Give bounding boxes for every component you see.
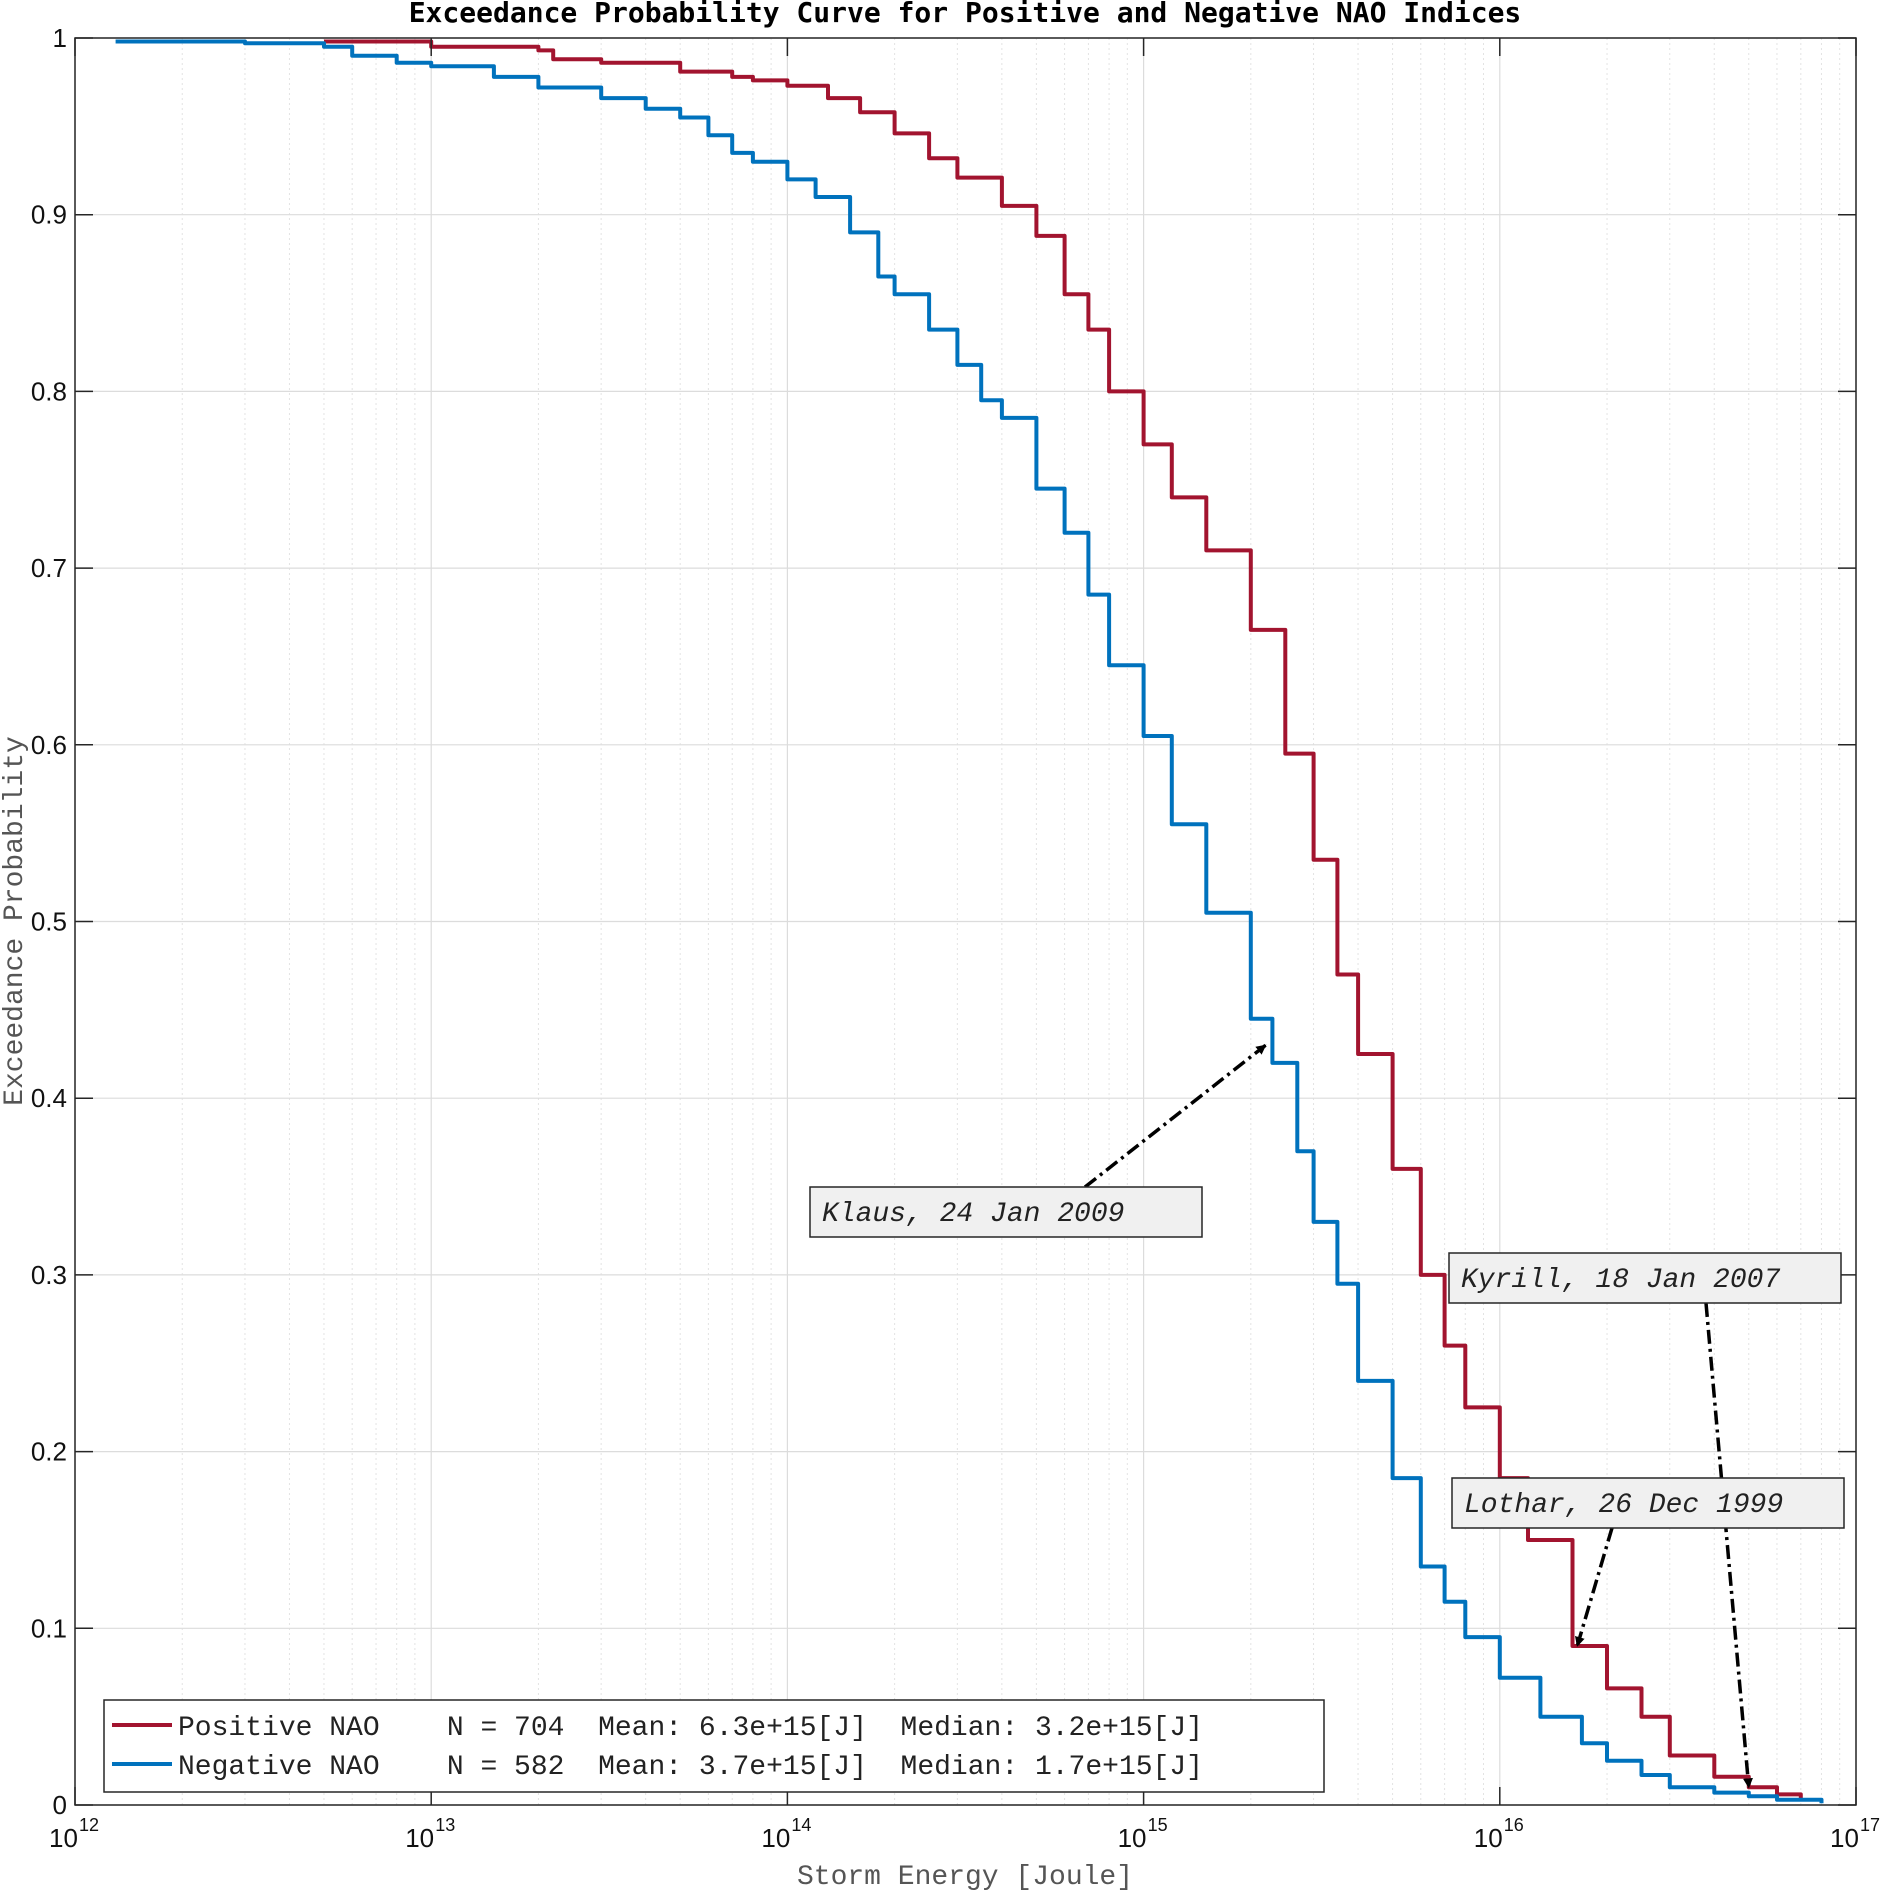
legend-entry-positive: Positive NAO N = 704 Mean: 6.3e+15[J] Me… xyxy=(178,1713,1203,1744)
y-tick-label: 0 xyxy=(53,1790,67,1820)
annotation-label-klaus: Klaus, 24 Jan 2009 xyxy=(822,1199,1124,1230)
annotations xyxy=(1083,1043,1753,1789)
y-tick-label: 0.7 xyxy=(31,553,67,583)
y-tick-label: 0.6 xyxy=(31,730,67,760)
x-tick-label-exponent: 14 xyxy=(791,1815,811,1835)
legend: Positive NAO N = 704 Mean: 6.3e+15[J] Me… xyxy=(103,1699,1325,1793)
y-tick-label: 0.2 xyxy=(31,1437,67,1467)
annotation-label-kyrill: Kyrill, 18 Jan 2007 xyxy=(1461,1265,1780,1296)
y-tick-label: 0.4 xyxy=(31,1083,67,1113)
x-tick-label-base: 10 xyxy=(761,1823,790,1853)
x-tick-label: 10 15 xyxy=(1118,1815,1168,1853)
x-tick-label-exponent: 17 xyxy=(1860,1815,1880,1835)
annotation-klaus: Klaus, 24 Jan 2009 xyxy=(809,1186,1203,1238)
annotation-label-lothar: Lothar, 26 Dec 1999 xyxy=(1464,1490,1783,1521)
x-axis-label: Storm Energy [Joule] xyxy=(797,1862,1133,1893)
y-tick-label: 0.9 xyxy=(31,200,67,230)
y-axis-label: Exceedance Probability xyxy=(0,736,31,1106)
annotation-box-kyrill xyxy=(1448,1252,1842,1304)
x-tick-label-base: 10 xyxy=(1474,1823,1503,1853)
annotation-lothar: Lothar, 26 Dec 1999 xyxy=(1451,1477,1845,1529)
x-tick-label: 10 14 xyxy=(761,1815,811,1853)
y-tick-label: 1 xyxy=(53,23,67,53)
chart-title: Exceedance Probability Curve for Positiv… xyxy=(409,0,1522,29)
x-tick-label: 10 13 xyxy=(405,1815,455,1853)
annotation-box-lothar xyxy=(1451,1477,1845,1529)
legend-entry-negative: Negative NAO N = 582 Mean: 3.7e+15[J] Me… xyxy=(178,1752,1203,1783)
annotation-box-klaus xyxy=(809,1186,1203,1238)
y-tick-label: 0.8 xyxy=(31,376,67,406)
y-tick-label: 0.3 xyxy=(31,1260,67,1290)
x-tick-label: 10 12 xyxy=(49,1815,99,1853)
legend-box xyxy=(103,1699,1325,1793)
y-tick-label: 0.1 xyxy=(31,1613,67,1643)
x-tick-label: 10 16 xyxy=(1474,1815,1524,1853)
x-tick-label-exponent: 12 xyxy=(79,1815,99,1835)
x-tick-label-exponent: 16 xyxy=(1504,1815,1524,1835)
x-tick-label-exponent: 13 xyxy=(435,1815,455,1835)
x-tick-label-base: 10 xyxy=(1118,1823,1147,1853)
series-lines xyxy=(115,39,1824,1804)
x-tick-label-base: 10 xyxy=(405,1823,434,1853)
annotation-kyrill: Kyrill, 18 Jan 2007 xyxy=(1448,1252,1842,1304)
x-tick-label-base: 10 xyxy=(1830,1823,1859,1853)
x-tick-label-base: 10 xyxy=(49,1823,78,1853)
annotation-arrow xyxy=(1083,1043,1267,1189)
x-tick-label: 10 17 xyxy=(1830,1815,1880,1853)
series-line-negative-nao xyxy=(115,39,1824,1804)
annotation-arrow xyxy=(1704,1302,1753,1789)
annotation-arrow xyxy=(1575,1527,1614,1647)
y-tick-label: 0.5 xyxy=(31,907,67,937)
series-line-positive-nao xyxy=(324,39,1803,1800)
x-tick-label-exponent: 15 xyxy=(1148,1815,1168,1835)
